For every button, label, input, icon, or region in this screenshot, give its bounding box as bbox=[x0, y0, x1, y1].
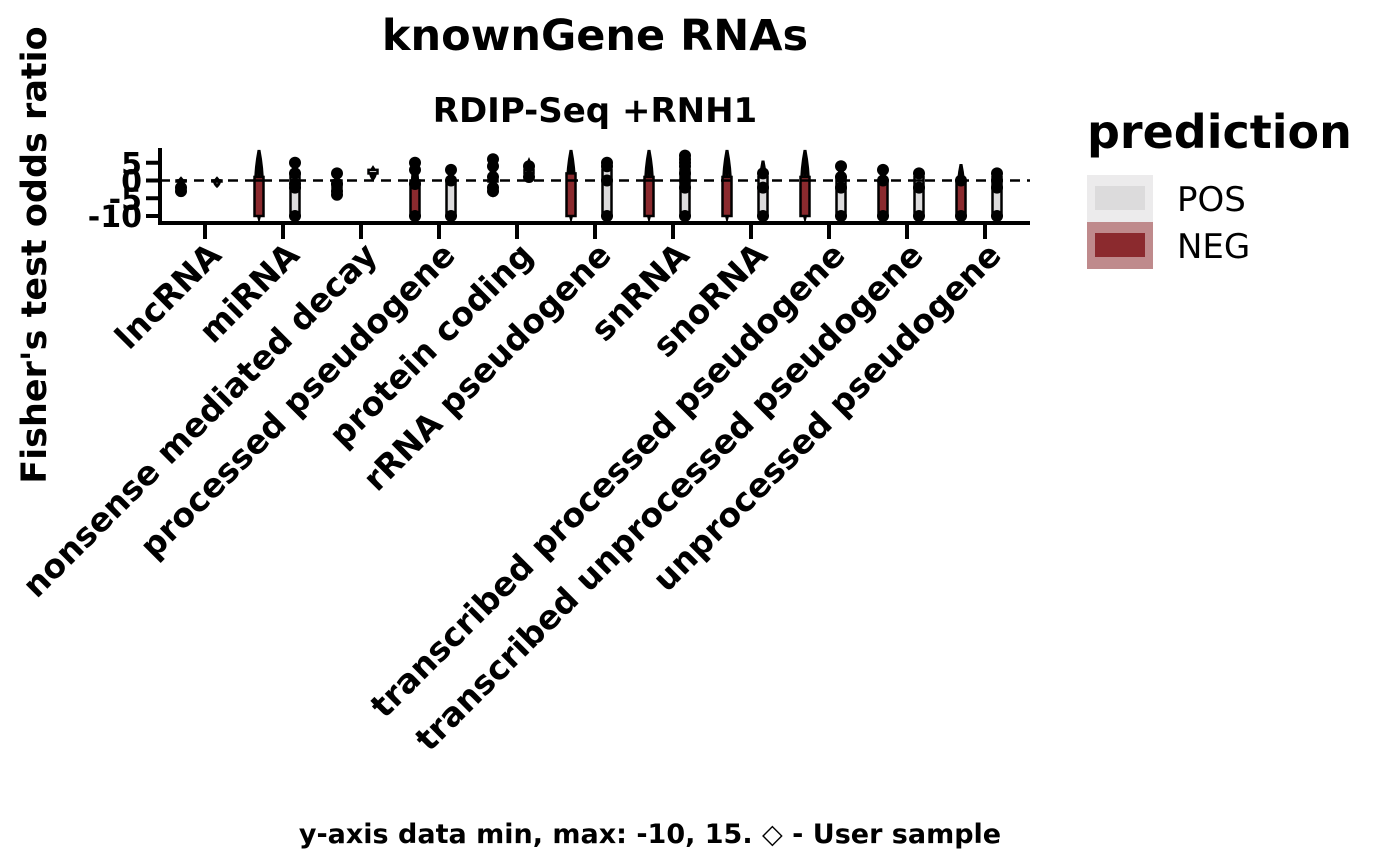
series-neg-mark bbox=[877, 163, 889, 224]
outlier-point bbox=[757, 210, 769, 222]
outlier-point bbox=[757, 167, 769, 180]
outlier-point bbox=[409, 178, 421, 191]
series-neg-mark bbox=[253, 149, 265, 224]
outlier-point bbox=[913, 210, 925, 222]
outlier-point bbox=[679, 149, 691, 162]
legend-label: POS bbox=[1177, 180, 1246, 220]
outlier-point bbox=[289, 210, 301, 222]
box-iqr bbox=[643, 175, 655, 218]
outlier-point bbox=[877, 174, 889, 187]
outlier-point bbox=[601, 174, 613, 187]
series-neg-mark bbox=[643, 149, 655, 224]
legend-entry-neg: NEG bbox=[1087, 222, 1250, 269]
y-axis-label: Fisher's test odds ratio bbox=[15, 26, 55, 483]
series-pos-mark bbox=[523, 156, 535, 183]
outlier-point bbox=[955, 174, 967, 187]
outlier-point bbox=[877, 163, 889, 176]
outlier-point bbox=[757, 181, 769, 194]
series-neg-mark bbox=[409, 156, 421, 224]
series-pos-mark bbox=[367, 165, 379, 182]
outlier-point bbox=[835, 210, 847, 222]
outlier-point bbox=[331, 178, 343, 191]
box-iqr bbox=[721, 175, 733, 218]
outlier-point bbox=[409, 210, 421, 222]
outlier-point bbox=[835, 181, 847, 194]
y-tick-label: -5 bbox=[109, 182, 142, 217]
chart-title: knownGene RNAs bbox=[382, 11, 808, 61]
y-tick-label: 5 bbox=[121, 147, 142, 182]
series-neg-mark bbox=[565, 149, 577, 224]
outlier-point bbox=[835, 170, 847, 183]
outlier-point bbox=[331, 188, 343, 201]
outlier-point bbox=[409, 156, 421, 169]
outlier-point bbox=[835, 160, 847, 173]
series-pos-mark bbox=[289, 156, 301, 224]
outlier-point bbox=[331, 167, 343, 180]
outlier-point bbox=[523, 160, 535, 173]
outlier-point bbox=[289, 178, 301, 191]
outlier-point bbox=[877, 210, 889, 222]
outlier-point bbox=[679, 210, 691, 222]
series-neg-mark bbox=[721, 149, 733, 224]
chart-subtitle: RDIP-Seq +RNH1 bbox=[433, 91, 757, 131]
outlier-point bbox=[955, 210, 967, 222]
outlier-point bbox=[487, 153, 499, 166]
outlier-point bbox=[523, 170, 535, 183]
outlier-point bbox=[991, 167, 1003, 180]
series-pos-mark bbox=[445, 163, 457, 224]
marks-layer bbox=[175, 149, 1003, 224]
axes-layer bbox=[146, 148, 1030, 239]
series-pos-mark bbox=[757, 160, 769, 224]
series-pos-mark bbox=[835, 160, 847, 224]
series-pos-mark bbox=[991, 167, 1003, 224]
series-neg-mark bbox=[175, 176, 187, 198]
outlier-point bbox=[445, 210, 457, 222]
outlier-point bbox=[913, 167, 925, 180]
outlier-point bbox=[289, 167, 301, 180]
series-neg-mark bbox=[487, 153, 499, 198]
chart-caption: y-axis data min, max: -10, 15. ◇ - User … bbox=[299, 819, 1001, 850]
series-pos-mark bbox=[211, 176, 223, 189]
series-neg-mark bbox=[799, 149, 811, 224]
legend-key-swatch bbox=[1095, 186, 1145, 210]
series-pos-mark bbox=[913, 167, 925, 224]
outlier-point bbox=[913, 181, 925, 194]
box-iqr bbox=[253, 175, 265, 218]
outlier-point bbox=[289, 156, 301, 169]
y-tick-label: 0 bbox=[121, 165, 142, 200]
series-neg-mark bbox=[955, 163, 967, 224]
legend: prediction POS NEG bbox=[1087, 105, 1352, 269]
legend-entry-pos: POS bbox=[1087, 175, 1246, 222]
y-tick-label: -10 bbox=[88, 200, 142, 235]
outlier-point bbox=[601, 210, 613, 222]
series-neg-mark bbox=[331, 167, 343, 201]
outlier-point bbox=[445, 163, 457, 176]
box-iqr bbox=[799, 175, 811, 218]
series-pos-mark bbox=[679, 149, 691, 224]
outlier-point bbox=[445, 174, 457, 187]
legend-label: NEG bbox=[1177, 227, 1250, 267]
outlier-point bbox=[487, 181, 499, 194]
legend-key-swatch bbox=[1095, 233, 1145, 257]
outlier-point bbox=[487, 170, 499, 183]
outlier-point bbox=[601, 156, 613, 169]
outlier-point bbox=[175, 185, 187, 198]
legend-title: prediction bbox=[1087, 105, 1352, 159]
box-iqr bbox=[565, 172, 577, 218]
outlier-point bbox=[991, 210, 1003, 222]
series-pos-mark bbox=[601, 156, 613, 224]
